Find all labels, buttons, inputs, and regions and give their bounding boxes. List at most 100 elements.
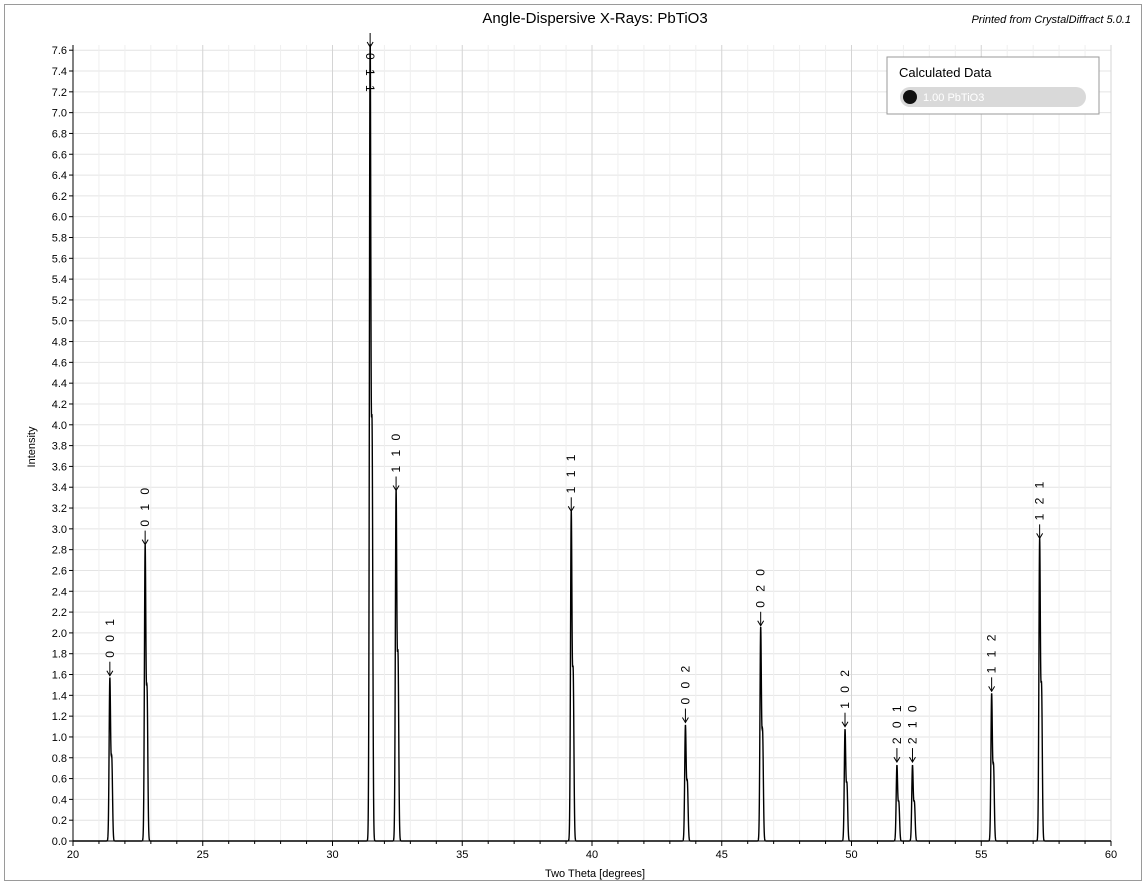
peak-hkl-text: 1 1 1 [564,452,578,494]
x-tick-label: 45 [716,849,728,861]
peak-arrow-head [567,506,575,513]
y-tick-label: 4.0 [52,420,67,432]
y-tick-label: 6.2 [52,191,67,203]
y-tick-label: 3.2 [52,503,67,515]
peak-label-020: 0 2 0 [754,566,768,627]
peak-label-001: 0 0 1 [103,616,117,677]
peak-hkl-text: 0 1 0 [138,485,152,527]
peak-arrow-head [1036,533,1044,540]
x-tick-label: 50 [845,849,857,861]
y-tick-label: 7.4 [52,66,67,78]
peak-label-111: 1 1 1 [564,452,578,513]
diffraction-chart: Angle-Dispersive X-Rays: PbTiO3 Printed … [26,10,1131,880]
legend-entry-label: 1.00 PbTiO3 [923,92,984,104]
y-tick-label: 1.4 [52,690,67,702]
peak-arrow-head [757,620,765,627]
x-tick-label: 30 [326,849,338,861]
y-tick-label: 3.4 [52,482,67,494]
y-tick-label: 7.6 [52,45,67,57]
x-tick-label: 40 [586,849,598,861]
peak-arrow-head [909,756,916,764]
x-tick-label: 20 [67,849,79,861]
peak-arrow-head [392,485,400,492]
y-tick-label: 3.8 [52,441,67,453]
y-tick-label: 3.0 [52,524,67,536]
peak-label-210: 2 1 0 [905,702,919,764]
y-tick-label: 2.2 [52,607,67,619]
y-tick-label: 0.2 [52,815,67,827]
y-tick-label: 1.0 [52,732,67,744]
y-tick-label: 2.0 [52,628,67,640]
peak-hkl-text: 0 2 0 [754,566,768,608]
y-tick-label: 6.0 [52,212,67,224]
y-tick-label: 2.6 [52,565,67,577]
y-tick-label: 7.0 [52,108,67,120]
y-tick-label: 4.2 [52,399,67,411]
y-tick-label: 4.4 [52,378,67,390]
y-tick-label: 5.4 [52,274,67,286]
peak-label-011: 0 1 1 [363,33,377,95]
y-tick-label: 1.8 [52,649,67,661]
legend[interactable]: Calculated Data 1.00 PbTiO3 [886,56,1100,115]
peak-hkl-text: 1 2 1 [1033,479,1047,521]
y-tick-label: 0.8 [52,753,67,765]
y-tick-label: 6.4 [52,170,67,182]
legend-entry-pill[interactable] [900,87,1086,107]
legend-series-marker [903,90,917,104]
x-tick-label: 60 [1105,849,1117,861]
peak-hkl-text: 0 1 1 [363,53,377,95]
chart-frame: Angle-Dispersive X-Rays: PbTiO3 Printed … [4,4,1142,881]
peak-label-121: 1 2 1 [1033,479,1047,540]
axes [72,45,1111,842]
y-tick-label: 0.0 [52,836,67,848]
x-axis-ticks: 20 25 30 35 40 45 50 55 60 [67,841,1117,861]
y-tick-label: 5.2 [52,295,67,307]
peak-arrow-head [681,717,689,724]
peak-hkl-text: 0 0 1 [103,616,117,658]
peak-hkl-text: 2 0 1 [890,702,904,744]
peak-label-112: 1 1 2 [985,632,999,693]
y-tick-label: 5.8 [52,232,67,244]
y-tick-label: 7.2 [52,87,67,99]
y-tick-label: 6.8 [52,128,67,140]
y-tick-label: 5.0 [52,316,67,328]
y-tick-label: 0.6 [52,774,67,786]
y-axis-title: Intensity [26,426,38,467]
x-tick-label: 35 [456,849,468,861]
y-tick-label: 5.6 [52,253,67,265]
y-tick-label: 2.4 [52,586,67,598]
peak-hkl-text: 0 0 2 [678,663,692,705]
y-tick-label: 6.6 [52,149,67,161]
peak-hkl-text: 2 1 0 [905,702,919,744]
x-tick-label: 55 [975,849,987,861]
x-tick-label: 25 [197,849,209,861]
y-tick-label: 3.6 [52,461,67,473]
peak-arrow-head [366,41,374,48]
peak-arrow-head [841,721,849,728]
peak-hkl-text: 1 1 0 [389,431,403,473]
y-tick-label: 4.6 [52,357,67,369]
peak-hkl-text: 1 1 2 [985,632,999,674]
peak-arrow-head [141,539,149,546]
peak-arrow-head [106,670,114,677]
legend-title: Calculated Data [899,65,992,80]
peak-label-201: 2 0 1 [890,702,904,764]
grid [72,45,1112,842]
peak-label-002: 0 0 2 [678,663,692,724]
peak-label-102: 1 0 2 [838,667,852,728]
peak-hkl-text: 1 0 2 [838,667,852,709]
y-tick-label: 2.8 [52,545,67,557]
y-tick-label: 0.4 [52,794,67,806]
y-tick-label: 1.6 [52,670,67,682]
printed-from-note: Printed from CrystalDiffract 5.0.1 [971,14,1131,26]
peak-arrow-head [988,686,996,693]
y-axis-ticks: 0.0 0.2 0.4 0.6 0.8 1.0 1.2 1.4 1.6 1.8 2.0 2.2 2.4 2… [52,45,73,848]
y-tick-label: 1.2 [52,711,67,723]
chart-title: Angle-Dispersive X-Rays: PbTiO3 [482,10,707,27]
peak-label-110: 1 1 0 [389,431,403,492]
peak-labels: 0 0 1 0 1 0 0 1 1 1 1 0 1 1 1 0 0 2 0 2 0 1 0 2… [103,33,1047,764]
peak-arrow-head [893,756,901,764]
y-tick-label: 4.8 [52,337,67,349]
x-axis-title: Two Theta [degrees] [545,868,645,880]
peak-label-010: 0 1 0 [138,485,152,546]
